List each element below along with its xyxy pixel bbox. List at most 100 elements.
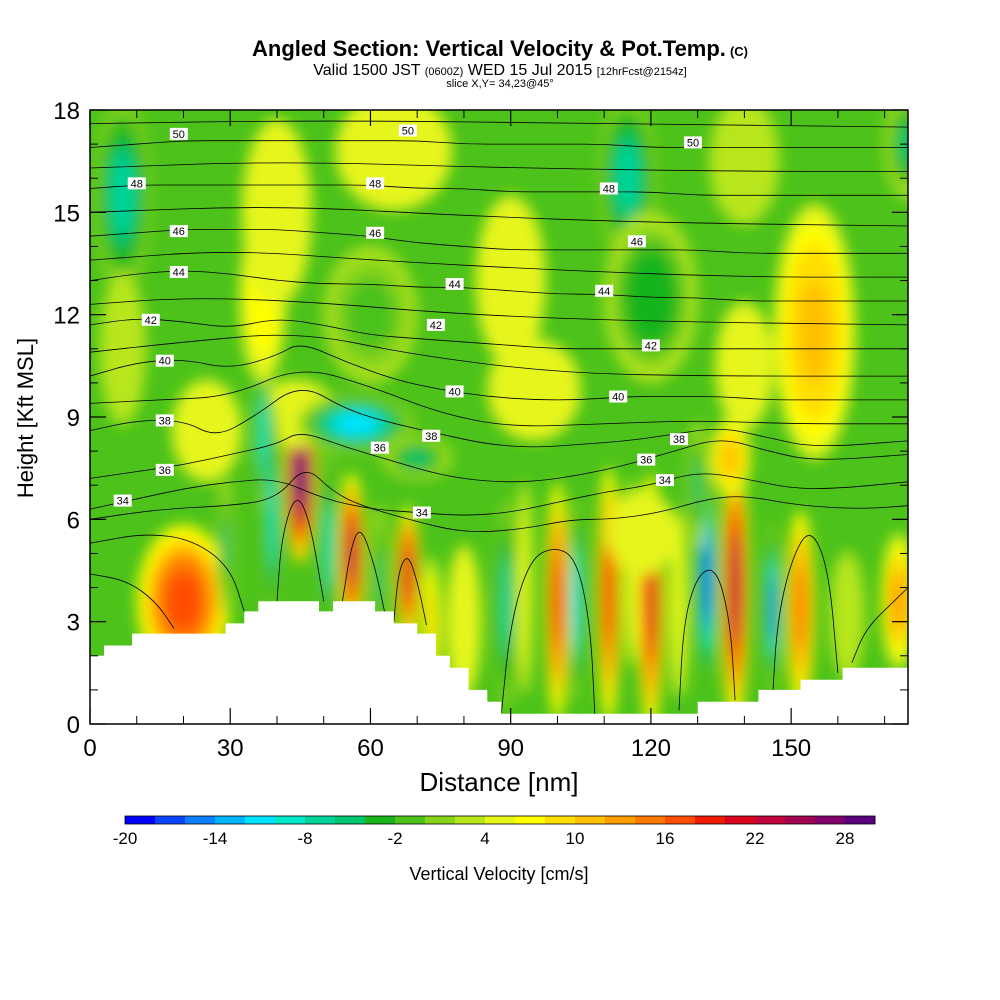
colorbar-swatch: [185, 816, 216, 824]
colorbar-swatch: [575, 816, 606, 824]
isentrope-line-34: [90, 473, 908, 516]
isentrope-line: [90, 162, 908, 172]
colorbar-swatch: [725, 816, 756, 824]
colorbar-swatch: [245, 816, 276, 824]
colorbar-swatch: [845, 816, 876, 824]
isentrope-label: 38: [155, 414, 174, 427]
svg-text:50: 50: [402, 125, 414, 137]
svg-text:44: 44: [173, 267, 185, 279]
x-tick-label: 150: [771, 735, 811, 762]
velocity-cell-band: [616, 144, 639, 212]
svg-text:44: 44: [448, 279, 460, 291]
svg-text:40: 40: [612, 392, 624, 404]
isentrope-label: 40: [609, 390, 628, 404]
svg-text:38: 38: [673, 434, 685, 446]
isentrope-label: 48: [366, 177, 385, 190]
y-tick-label: 9: [67, 405, 80, 432]
colorbar-frame: [124, 815, 876, 825]
isentrope-label: 40: [155, 354, 174, 368]
isentrope-label: 46: [169, 225, 188, 238]
isentrope-line: [678, 569, 736, 711]
velocity-cell-band: [515, 369, 553, 410]
terrain-mask: [90, 601, 908, 724]
velocity-cell: [298, 393, 415, 454]
colorbar-tick-label: -14: [203, 829, 228, 848]
isentrope-label: 36: [155, 463, 174, 477]
velocity-cell: [721, 451, 750, 724]
colorbar-tick-label: -20: [113, 829, 138, 848]
y-tick-label: 6: [67, 507, 80, 534]
velocity-cell-band: [165, 571, 202, 632]
isentrope-label: 38: [422, 429, 441, 443]
isentrope-label: 46: [627, 235, 646, 248]
isentrope-label: 50: [683, 136, 702, 149]
velocity-cell-band: [730, 136, 759, 187]
velocity-cell-band: [769, 574, 776, 642]
velocity-cell-band: [693, 460, 702, 511]
svg-text:42: 42: [430, 320, 442, 332]
velocity-cell-band: [222, 519, 229, 574]
velocity-cell: [446, 544, 482, 699]
velocity-cell-band: [552, 554, 563, 649]
velocity-cell-band: [703, 540, 711, 621]
velocity-cell: [786, 509, 815, 707]
velocity-cell-band: [403, 449, 431, 467]
velocity-cell-band: [722, 442, 739, 473]
velocity-cell-band: [370, 127, 417, 175]
isentrope-line: [90, 207, 908, 227]
velocity-cell-band: [333, 412, 380, 436]
velocity-cell-band: [111, 156, 135, 234]
colorbar-label: Vertical Velocity [cm/s]: [409, 864, 588, 884]
colorbar-swatch: [485, 816, 516, 824]
velocity-cell: [319, 440, 338, 654]
velocity-cell-band: [729, 534, 741, 642]
colorbar-swatch: [635, 816, 666, 824]
colorbar-swatch: [215, 816, 246, 824]
svg-text:36: 36: [159, 465, 171, 477]
svg-text:50: 50: [687, 137, 699, 149]
colorbar-swatch: [125, 816, 156, 824]
velocity-cell: [881, 532, 908, 670]
isentrope-line-46: [90, 228, 908, 254]
isentrope-label: 34: [113, 494, 132, 508]
colorbar-tick-label: 16: [656, 829, 675, 848]
colorbar-tick-label: 22: [746, 829, 765, 848]
isentrope-line-50: [90, 140, 908, 148]
isentrope-line: [393, 558, 427, 626]
isentrope-label: 44: [169, 266, 188, 279]
isentrope-line-38: [90, 390, 908, 448]
colorbar-swatch: [275, 816, 306, 824]
isentrope-label: 48: [127, 177, 146, 190]
isentrope-label: 42: [426, 318, 445, 332]
isentrope-line: [342, 531, 385, 612]
colorbar-tick-label: 10: [566, 829, 585, 848]
svg-text:46: 46: [173, 226, 185, 238]
velocity-cell-band: [268, 472, 276, 567]
svg-text:36: 36: [374, 443, 386, 455]
colorbar-swatch: [515, 816, 546, 824]
svg-text:46: 46: [631, 236, 643, 248]
velocity-cell: [241, 118, 313, 307]
isentrope-line-48: [90, 184, 908, 196]
chart-subtitle: Valid 1500 JST (0600Z) WED 15 Jul 2015 […: [313, 62, 687, 79]
svg-text:44: 44: [598, 286, 610, 298]
isentrope-label: 34: [412, 506, 431, 520]
isentrope-line: [851, 587, 908, 663]
isentrope-label: 50: [398, 124, 417, 137]
colorbar-swatch: [305, 816, 336, 824]
velocity-cell: [396, 505, 420, 643]
y-tick-label: 0: [67, 712, 80, 739]
isentrope-label: 42: [141, 313, 160, 327]
velocity-cell: [323, 246, 418, 383]
y-tick-label: 12: [53, 303, 80, 330]
isentrope-line: [90, 534, 245, 612]
velocity-cell: [494, 498, 518, 712]
velocity-cell: [884, 110, 908, 200]
colorbar-swatch: [155, 816, 186, 824]
velocity-cell-band: [352, 287, 389, 342]
velocity-cell-band: [604, 544, 614, 645]
isentrope-line: [276, 500, 325, 602]
y-tick-label: 18: [53, 98, 80, 125]
velocity-cell: [93, 110, 152, 294]
colorbar-tick-label: 28: [836, 829, 855, 848]
